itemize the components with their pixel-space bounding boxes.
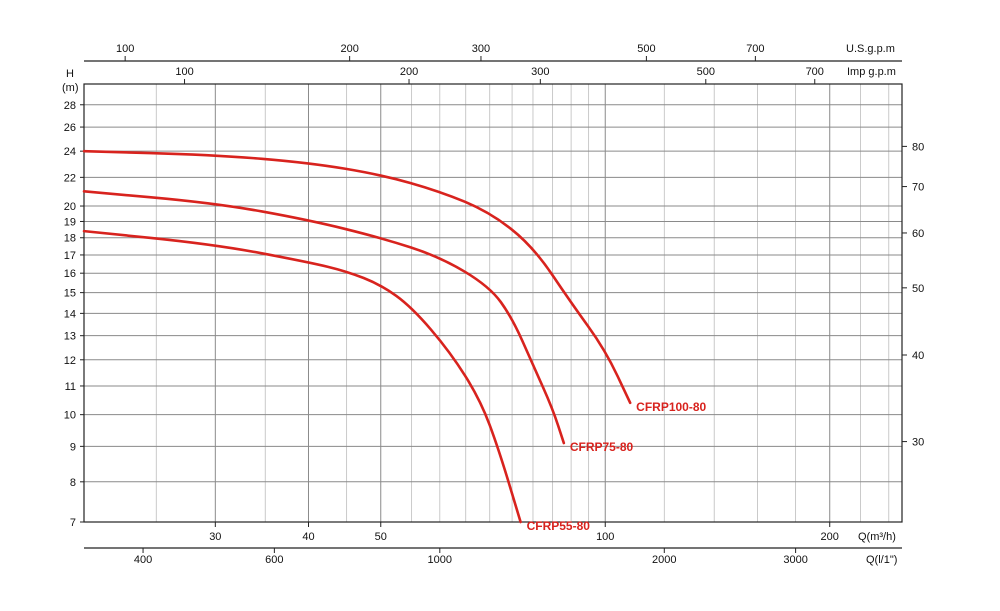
- x-usgpm-tick-label: 100: [116, 43, 134, 55]
- y-tick-label: 13: [64, 331, 76, 343]
- x-impgpm-tick-label: 200: [400, 66, 418, 78]
- y-tick-label: 16: [64, 268, 76, 280]
- y2-tick-label: 70: [912, 182, 924, 194]
- x-ls-tick-label: 3000: [783, 554, 807, 566]
- axes: [83, 60, 903, 549]
- x-tick-label: 100: [596, 531, 614, 543]
- y-tick-label: 19: [64, 216, 76, 228]
- x-impgpm-tick-label: 500: [697, 66, 715, 78]
- x-tick-label: 50: [375, 531, 387, 543]
- y-tick-label: 22: [64, 172, 76, 184]
- y2-tick-label: 50: [912, 283, 924, 295]
- y-tick-label: 12: [64, 355, 76, 367]
- y-tick-label: 28: [64, 100, 76, 112]
- y-tick-label: 24: [64, 146, 76, 158]
- y-tick-label: 17: [64, 250, 76, 262]
- series-label-cfrp55-80: CFRP55-80: [527, 519, 591, 533]
- x-ls-tick-label: 2000: [652, 554, 676, 566]
- curve-cfrp75-80: [82, 190, 566, 445]
- x-impgpm-tick-label: 700: [806, 66, 824, 78]
- grid: [83, 84, 902, 523]
- y-tick-label: 8: [70, 477, 76, 489]
- y2-tick-label: 80: [912, 141, 924, 153]
- x-usgpm-tick-label: 200: [340, 43, 358, 55]
- curves: CFRP100-80 CFRP75-80 CFRP55-80: [82, 149, 707, 533]
- x-impgpm-tick-label: 300: [531, 66, 549, 78]
- x-axis-ls-label: Q(l/1"): [866, 554, 897, 566]
- y-tick-label: 14: [64, 308, 76, 320]
- x-tick-label: 40: [302, 531, 314, 543]
- y-tick-label: 10: [64, 410, 76, 422]
- x-usgpm-tick-label: 700: [746, 43, 764, 55]
- y-tick-label: 9: [70, 441, 76, 453]
- x-axis-label: Q(m³/h): [858, 531, 896, 543]
- y2-tick-label: 60: [912, 228, 924, 240]
- y-axis-label-unit: (m): [62, 82, 79, 94]
- x-tick-label: 30: [209, 531, 221, 543]
- x-ls-tick-label: 600: [265, 554, 283, 566]
- y-tick-label: 15: [64, 288, 76, 300]
- y-tick-label: 26: [64, 122, 76, 134]
- series-label-cfrp100-80: CFRP100-80: [636, 400, 706, 414]
- y-tick-label: 7: [70, 517, 76, 529]
- x-impgpm-tick-label: 100: [175, 66, 193, 78]
- x-usgpm-tick-label: 300: [472, 43, 490, 55]
- y-tick-label: 20: [64, 201, 76, 213]
- y2-tick-label: 30: [912, 437, 924, 449]
- curve-cfrp55-80: [82, 229, 522, 524]
- x-usgpm-tick-label: 500: [637, 43, 655, 55]
- y-axis-label-h: H: [66, 68, 74, 80]
- series-label-cfrp75-80: CFRP75-80: [570, 440, 634, 454]
- plot-frame: [83, 83, 903, 523]
- y-tick-label: 18: [64, 233, 76, 245]
- x-tick-label: 200: [821, 531, 839, 543]
- ticks: 7 8 9 10 11 12 13 14 15 16 17 18 19 20 22 24 26 28 30 40 50 6…: [64, 43, 925, 566]
- top-axis-usgpm-label: U.S.g.p.m: [846, 43, 895, 55]
- curve-cfrp100-80: [82, 149, 632, 405]
- top-axis-impgpm-label: Imp g.p.m: [847, 66, 896, 78]
- x-ls-tick-label: 400: [134, 554, 152, 566]
- y-tick-label: 11: [65, 381, 76, 393]
- x-ls-tick-label: 1000: [428, 554, 452, 566]
- y2-tick-label: 40: [912, 350, 924, 362]
